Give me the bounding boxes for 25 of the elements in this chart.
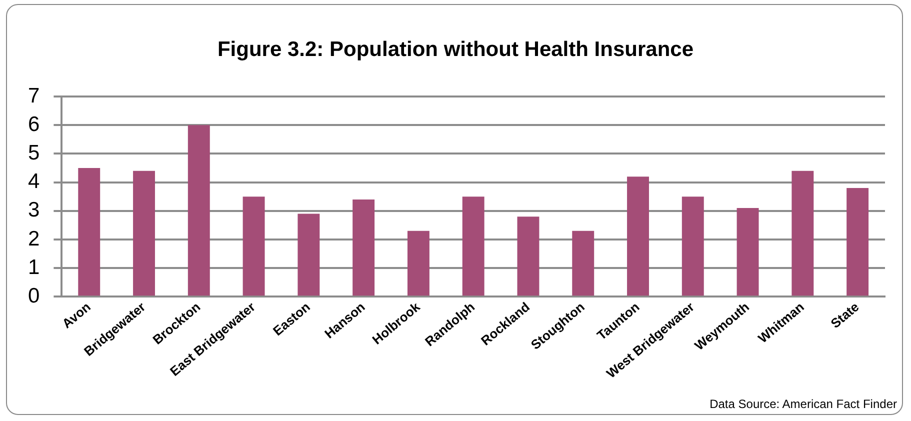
- bar: [298, 214, 320, 296]
- bar: [78, 168, 100, 296]
- y-tick-label: 0: [28, 284, 40, 308]
- y-tick-label: 4: [28, 170, 40, 194]
- bar: [627, 176, 649, 296]
- bar: [682, 196, 704, 296]
- y-tick-label: 2: [28, 227, 40, 250]
- bar: [242, 196, 265, 296]
- bar: [352, 199, 375, 296]
- source-note: Data Source: American Fact Finder: [710, 397, 897, 411]
- bar: [736, 208, 759, 296]
- y-tick-label: 6: [28, 112, 40, 136]
- bar: [462, 196, 484, 296]
- chart-title: Figure 3.2: Population without Health Insurance: [216, 38, 695, 62]
- y-tick-label: 3: [28, 198, 40, 222]
- bar: [572, 230, 594, 296]
- bar: [407, 230, 430, 296]
- bar: [133, 170, 155, 296]
- bar: [517, 216, 540, 296]
- bar: [792, 170, 814, 296]
- y-tick-label: 5: [28, 142, 40, 165]
- bar: [188, 125, 210, 296]
- y-tick-label: 1: [28, 256, 40, 279]
- y-tick-label: 7: [28, 84, 40, 108]
- bar: [846, 188, 869, 296]
